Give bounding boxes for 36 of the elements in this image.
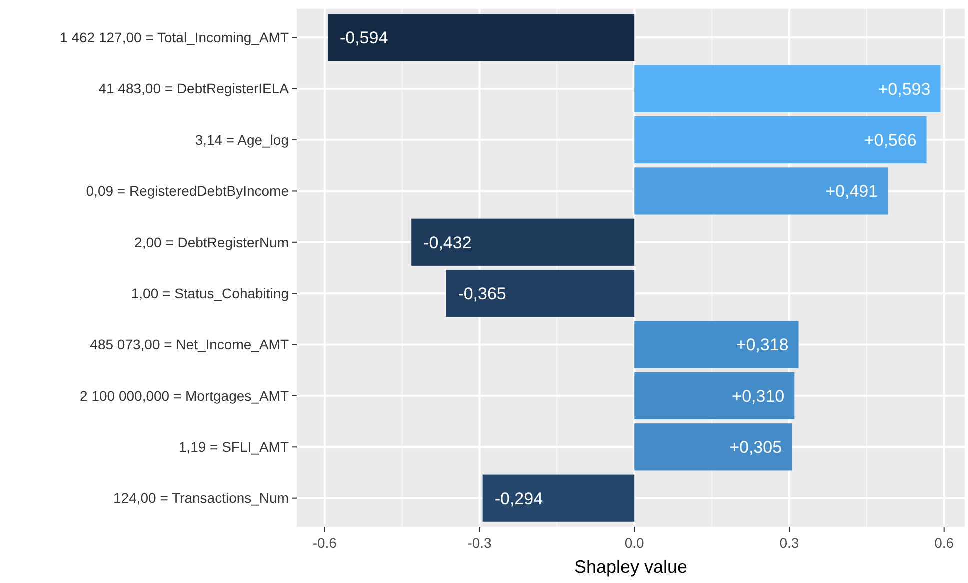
bar [446,270,635,318]
data-label: +0,305 [730,438,782,458]
y-tick-label: 1,00 = Status_Cohabiting [131,285,289,302]
y-tick-label: 485 073,00 = Net_Income_AMT [90,336,290,353]
data-label: +0,310 [732,386,785,406]
y-tick-label: 0,09 = RegisteredDebtByIncome [86,183,290,200]
data-label: -0,365 [458,284,506,304]
data-label: +0,491 [826,182,878,202]
x-tick-label: 0.6 [934,535,954,551]
bar [412,218,635,266]
y-tick-label: 3,14 = Age_log [195,132,289,148]
y-tick-label: 1 462 127,00 = Total_Incoming_AMT [60,30,290,46]
bar [634,424,792,471]
bar [634,116,927,164]
bar [634,65,941,112]
data-label: -0,594 [340,28,388,48]
bar [328,14,635,62]
data-label: -0,294 [494,489,544,508]
data-label: -0,432 [424,233,472,252]
x-tick-label: 0.0 [624,535,645,551]
y-tick-label: 124,00 = Transactions_Num [114,490,289,506]
bar [482,474,635,522]
bar [634,168,888,215]
x-axis-title: Shapley value [574,557,688,577]
y-tick-label: 1,19 = SFLI_AMT [178,439,290,456]
x-tick-label: 0.3 [780,535,800,551]
x-tick-label: -0.3 [468,535,492,551]
data-label: +0,566 [864,130,917,150]
bar [634,321,799,368]
x-tick-label: -0.6 [312,535,338,551]
data-label: +0,318 [736,336,789,355]
y-tick-label: 2,00 = DebtRegisterNum [134,234,289,250]
bar [634,372,795,420]
y-tick-label: 41 483,00 = DebtRegisterIELA [98,80,290,97]
y-tick-label: 2 100 000,000 = Mortgages_AMT [80,388,290,404]
data-label: +0,593 [878,80,931,99]
